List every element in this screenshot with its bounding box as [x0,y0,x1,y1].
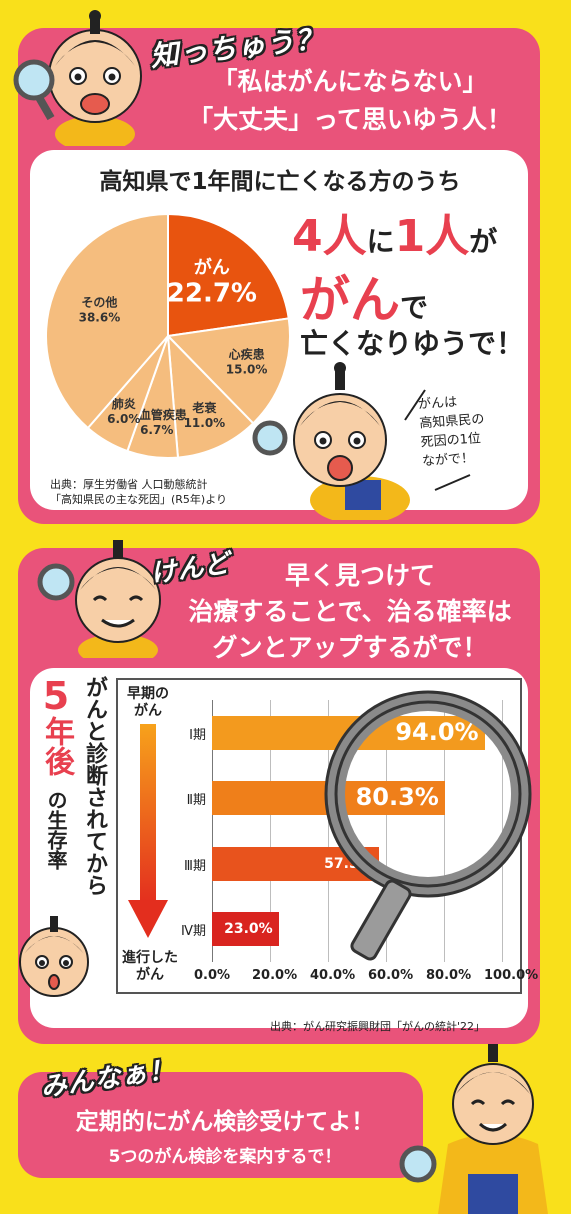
bar [212,912,279,947]
pie-slice-value: 22.7% [167,278,257,308]
grid-line [444,700,445,962]
pie-slice [167,212,290,338]
late-stage-label: 進行した がん [122,950,178,983]
section3-bubble-line1: 定期的にがん検診受けてよ！ [75,1109,375,1135]
grid-line [270,700,271,962]
x-tick-label: 0.0% [194,968,231,983]
section3-panel [18,1072,423,1178]
slogan-ga: が [469,225,498,258]
pie-slice-value: 6.7% [140,423,173,437]
slogan-de: で [400,291,429,324]
slogan-line1: 4人に1人が [292,200,522,264]
x-tick-label: 60.0% [368,968,414,983]
pie-slice-label: 老衰 [192,400,217,415]
bar-value-label: 80.3% [355,783,439,812]
year-after: 年後 [39,716,74,776]
five-year: 5 年後 [36,676,76,776]
stage-label: Ⅰ期 [189,727,206,743]
slogan-closing: 亡くなりゆうで！ [300,327,525,360]
section2-bubble-line3: グンとアップするがで！ [212,633,488,662]
magnifier-icon [252,420,288,456]
section2-bubble-line2: 治療することで、治る確率は [188,597,512,626]
mascot-worried [293,362,410,520]
pie-chart: がん22.7%心疾患15.0%老衰11.0%脳血管疾患6.7%肺炎6.0%その他… [45,212,291,459]
mascot-pointing [438,1044,548,1214]
vertical-diagnosis-label: がんと診断されてから [82,676,107,896]
mascot-grin [37,540,161,658]
slogan-ni: に [366,225,395,258]
section3-bubble-line2: 5つのがん検診を案内するで！ [108,1147,342,1167]
pie-slice-label: その他 [81,294,117,309]
early-stage-label: 早期の がん [127,686,169,719]
slogan-1nin: 1人 [394,211,470,262]
stage-label: Ⅳ期 [181,924,206,940]
pie-slice [45,212,169,430]
x-tick-label: 100.0% [484,968,539,983]
grid-line [328,700,329,962]
pie-slice-label: がん [194,256,230,278]
pie-slice-label: 心疾患 [229,347,265,362]
section1-bubble-line2: 「大丈夫」って思いゆう人！ [188,105,512,134]
magnifier-overlay [324,690,532,961]
pie-slice-value: 11.0% [184,416,226,430]
magnifier-icon-bottom [399,1145,437,1183]
pie-slice [165,317,291,425]
mascot-magnifier-top [13,10,142,146]
section1-bubble-line1: 「私はがんにならない」 [212,67,488,96]
x-tick-label: 20.0% [252,968,298,983]
pie-slice [166,333,255,459]
grid-line [386,700,387,962]
x-tick-label: 40.0% [310,968,356,983]
slogan-gan: がん [300,271,400,329]
bar-value-label: 23.0% [224,921,273,938]
pie-slice-label: 肺炎 [112,396,136,411]
survival-suffix: の生存率 [44,790,68,870]
stage-label: Ⅱ期 [186,793,206,809]
pie-slice-value: 6.0% [107,412,140,426]
bar-x-ticks: 0.0% 20.0% 40.0% 60.0% 80.0% 100.0% [194,968,538,988]
pie-source-line1: 出典：厚生労働省 人口動態統計 [50,478,208,491]
note-strokes [404,389,471,491]
stage-arrow [128,724,168,938]
mascot-surprised [19,916,89,997]
five-number: 5 [42,674,70,718]
bar-value-label: 94.0% [395,717,479,746]
x-tick-label: 80.0% [426,968,472,983]
stage-label: Ⅲ期 [184,858,206,874]
pie-source-line2: 「高知県民の主な死因」(R5年)より [50,493,228,506]
slogan-line2: がんで [300,260,500,332]
bar-source: 出典：がん研究振興財団「がんの統計'22」 [270,1020,486,1033]
pie-slice-value: 15.0% [226,363,268,377]
section2-bubble-line1: 早く見つけて [284,561,435,590]
pie-slice-value: 38.6% [79,310,121,324]
slogan-4nin: 4人 [292,211,367,262]
section1-headline: 高知県で1年間に亡くなる方のうち [99,169,461,195]
